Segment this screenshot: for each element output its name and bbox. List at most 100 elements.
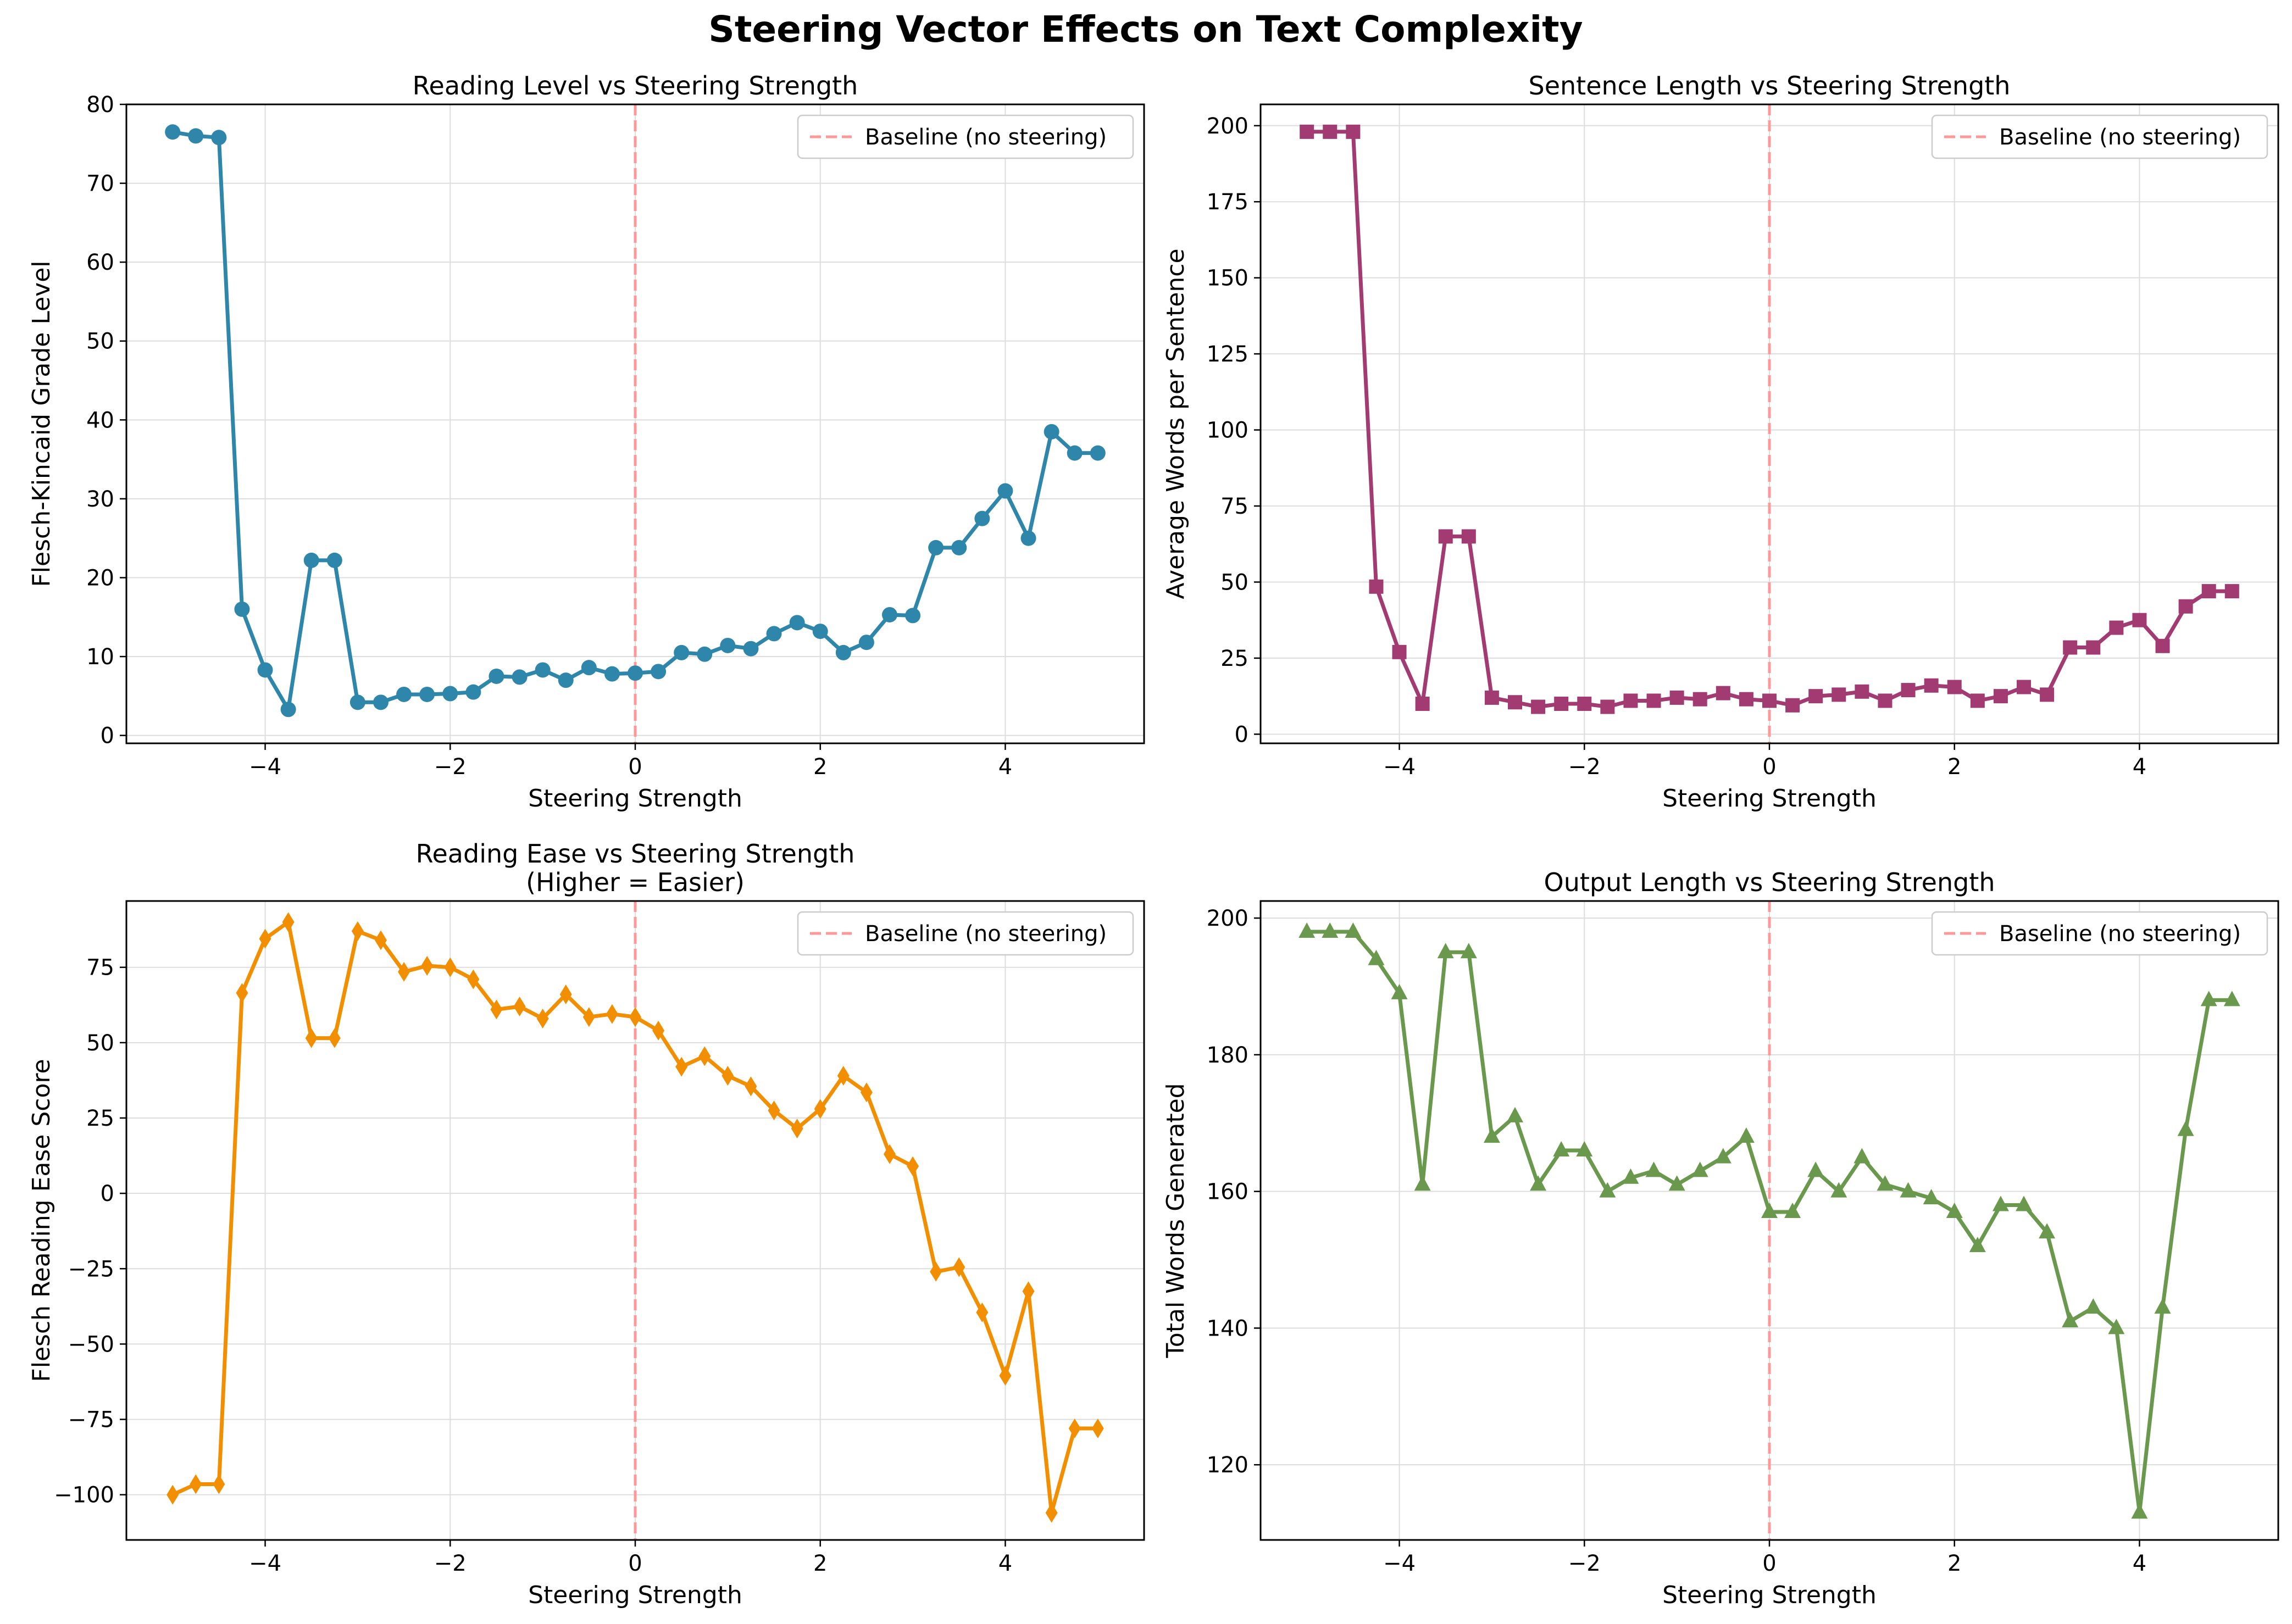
data-point: [2086, 640, 2101, 655]
data-point: [1554, 697, 1569, 711]
data-point: [1623, 693, 1638, 708]
y-tick-label: −50: [68, 1332, 114, 1357]
data-point: [997, 483, 1013, 499]
y-tick-label: 100: [1207, 418, 1248, 443]
data-point: [835, 644, 851, 660]
x-tick-label: 2: [1947, 1551, 1961, 1576]
data-point: [257, 662, 273, 678]
data-point: [814, 1099, 826, 1119]
y-tick-label: 40: [86, 408, 114, 433]
x-tick-label: 4: [998, 754, 1012, 780]
data-point: [907, 1156, 919, 1176]
legend-box: [797, 114, 1134, 159]
data-point: [1322, 922, 1339, 938]
data-point: [1530, 1175, 1547, 1191]
figure-suptitle: Steering Vector Effects on Text Complexi…: [708, 8, 1583, 51]
data-point: [512, 669, 528, 685]
data-point: [280, 702, 296, 718]
data-point: [1507, 1106, 1523, 1122]
data-point: [467, 969, 480, 989]
x-axis-label: Steering Strength: [1662, 1581, 1877, 1609]
data-point: [884, 1144, 896, 1164]
x-tick-label: 4: [2133, 1551, 2146, 1576]
data-point: [1392, 644, 1407, 659]
data-point: [1738, 1127, 1755, 1143]
data-point: [1483, 1127, 1500, 1143]
chart-panel-4: −4 −2 0 2 4 120 140 160 180 200 Baseline (no steer…: [1162, 867, 2279, 1609]
data-point: [1391, 983, 1408, 999]
data-point: [373, 694, 389, 710]
data-point: [2178, 599, 2193, 614]
x-tick-label: 4: [998, 1551, 1012, 1576]
y-tick-label: 75: [1220, 494, 1248, 519]
data-point: [1716, 686, 1730, 700]
data-point: [697, 646, 713, 662]
x-tick-label: −4: [249, 1551, 281, 1576]
x-tick-label: 2: [813, 754, 827, 780]
data-point: [349, 694, 365, 710]
data-point: [1368, 949, 1385, 965]
x-tick-label: −2: [1568, 754, 1601, 780]
legend: Baseline (no steering): [797, 911, 1134, 956]
x-tick-label: −2: [434, 1551, 467, 1576]
data-point: [396, 686, 412, 702]
panel-title: Reading Ease vs Steering Strength: [416, 839, 855, 869]
data-point: [581, 660, 597, 676]
y-tick-label: 60: [86, 250, 114, 275]
axes-frame: [125, 900, 1145, 1541]
data-point: [1784, 1202, 1801, 1218]
legend: Baseline (no steering): [797, 114, 1134, 159]
axes-frame: [1259, 103, 2279, 744]
data-point: [1714, 1148, 1732, 1164]
data-point: [604, 666, 620, 682]
data-point: [234, 601, 250, 617]
legend-label: Baseline (no steering): [865, 125, 1107, 150]
y-axis-label: Average Words per Sentence: [1162, 248, 1190, 599]
data-point: [1645, 1161, 1662, 1177]
y-tick-label: 0: [1235, 722, 1248, 747]
legend-box: [1931, 911, 2268, 956]
panel-title: Sentence Length vs Steering Strength: [1529, 71, 2011, 101]
data-point: [1599, 1182, 1616, 1198]
data-point: [1300, 124, 1314, 139]
data-point: [259, 928, 271, 949]
data-point: [1622, 1168, 1639, 1184]
data-point: [282, 912, 295, 932]
y-tick-label: 0: [101, 1181, 114, 1206]
x-tick-label: −4: [1383, 1551, 1416, 1576]
data-point: [1020, 530, 1036, 546]
y-tick-label: 70: [86, 171, 114, 197]
data-point: [882, 607, 897, 622]
data-point: [1878, 693, 1893, 708]
y-axis-label: Flesch Reading Ease Score: [27, 1059, 56, 1382]
data-point: [558, 672, 574, 688]
data-point: [1091, 1419, 1104, 1439]
data-point: [812, 624, 828, 639]
data-point: [2062, 1311, 2079, 1327]
data-point: [1853, 1148, 1871, 1164]
data-point: [1668, 1175, 1685, 1191]
legend: Baseline (no steering): [1931, 911, 2268, 956]
y-tick-label: 25: [1220, 646, 1248, 671]
data-point: [326, 552, 342, 568]
data-point: [837, 1066, 850, 1086]
data-point: [1090, 445, 1106, 461]
data-point: [1531, 699, 1546, 714]
y-tick-label: −25: [68, 1256, 114, 1282]
data-point: [928, 540, 944, 555]
data-point: [1576, 1141, 1593, 1157]
data-point: [1947, 680, 1962, 694]
data-point: [1970, 693, 1985, 708]
data-point: [1692, 692, 1707, 707]
data-point: [930, 1261, 942, 1282]
legend-box: [797, 911, 1134, 956]
x-tick-label: 0: [628, 1551, 642, 1576]
data-point: [2085, 1298, 2102, 1314]
data-point: [675, 1056, 688, 1077]
panel-title: Output Length vs Steering Strength: [1544, 867, 1995, 897]
x-axis-label: Steering Strength: [528, 1581, 742, 1609]
data-point: [513, 997, 526, 1017]
data-point: [1437, 943, 1454, 959]
data-point: [165, 124, 181, 140]
data-point: [1761, 1202, 1778, 1218]
